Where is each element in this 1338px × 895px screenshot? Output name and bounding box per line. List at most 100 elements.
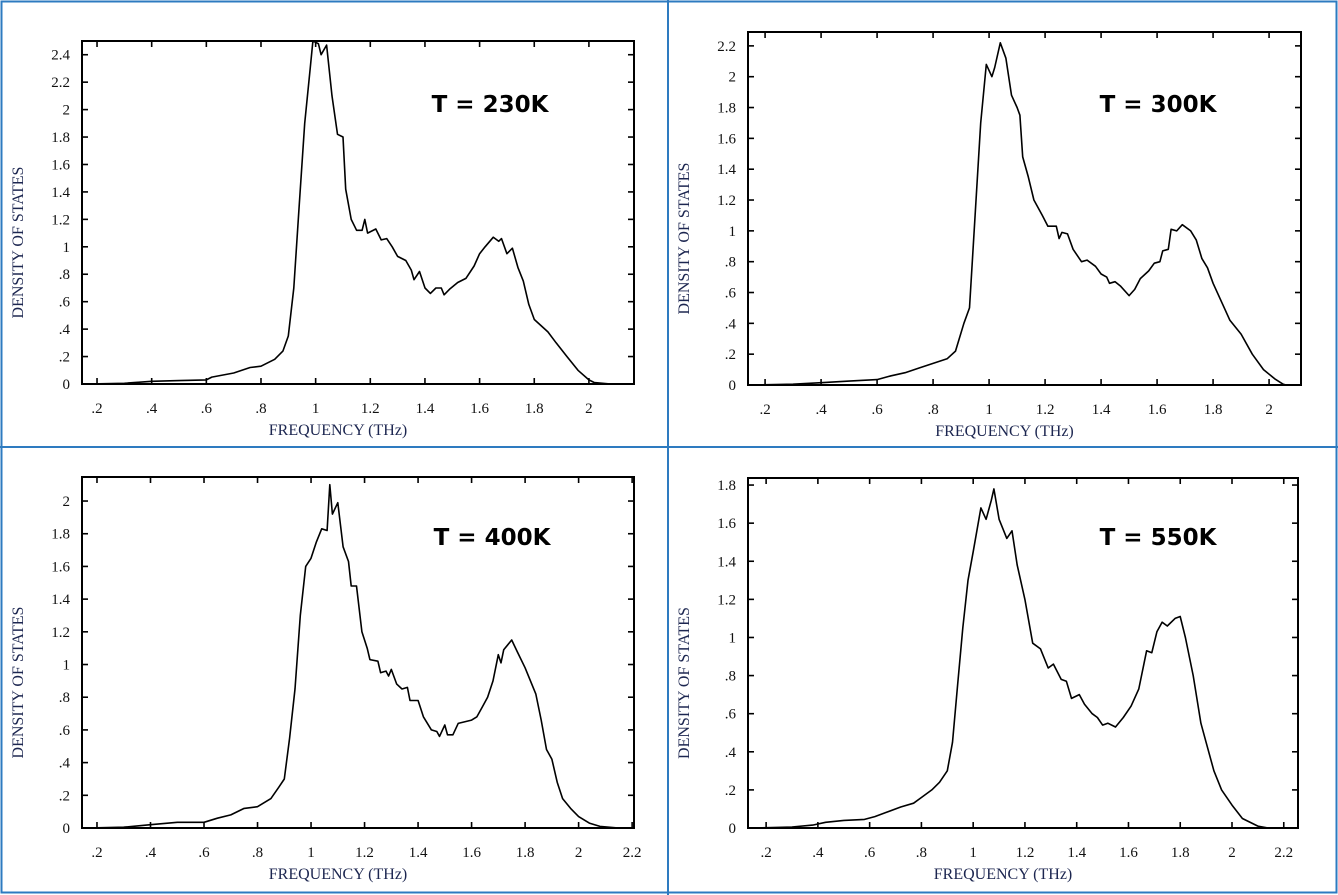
x-tick-label: 1.2	[1036, 402, 1055, 418]
x-tick-label: .8	[252, 845, 263, 861]
x-tick-label: 1.4	[1092, 402, 1111, 418]
temperature-annotation: T = 300K	[1100, 92, 1218, 118]
x-tick-label: 1	[985, 402, 993, 418]
y-tick-label: 0	[63, 377, 71, 393]
y-tick-label: .4	[59, 322, 71, 338]
chart-panel-4: .2 .4 .6 .8 1 1.2 1.4 1.6 1.8 2 2.2 0 .2 .4 .6 .8 1 1.2 1.…	[676, 477, 1299, 883]
x-tick-label: .4	[146, 401, 158, 417]
y-tick-label: .2	[59, 350, 70, 366]
y-tick-label: .6	[59, 723, 71, 739]
chart-panel-1: .2 .4 .6 .8 1 1.2 1.4 1.6 1.8 2 0 .2 .4 .6 .8 1 1.2 1.4 1.…	[10, 40, 635, 439]
x-tick-label: 1.2	[1016, 845, 1035, 861]
y-tick-label: 1.4	[51, 185, 70, 201]
x-tick-label: 1.6	[1119, 845, 1138, 861]
y-tick-label: 1.8	[51, 527, 70, 543]
y-tick-label: 1	[729, 224, 737, 240]
x-tick-label: 1.8	[1171, 845, 1190, 861]
x-tick-label: .4	[815, 402, 827, 418]
x-tick-label: 2	[575, 845, 583, 861]
y-tick-label: .2	[59, 788, 70, 804]
x-tick-label: .2	[760, 845, 771, 861]
plot-area-frame	[81, 476, 635, 829]
y-tick-label: .6	[725, 707, 737, 723]
y-tick-label: 1.2	[51, 625, 70, 641]
x-tick-label: 1	[312, 401, 320, 417]
x-tick-label: .6	[198, 845, 210, 861]
y-tick-label: 2.2	[51, 75, 70, 91]
x-tick-label: 1.4	[416, 401, 435, 417]
x-tick-label: 1.8	[525, 401, 544, 417]
x-tick-label: 2	[585, 401, 593, 417]
y-tick-label: 1.4	[51, 592, 70, 608]
x-axis-label: FREQUENCY (THz)	[269, 422, 408, 439]
y-tick-label: 1.2	[51, 212, 70, 228]
x-tick-label: 1.6	[462, 845, 481, 861]
y-tick-label: 2	[63, 103, 71, 119]
x-tick-label: .8	[916, 845, 927, 861]
y-tick-label: 1.4	[717, 162, 736, 178]
x-tick-label: 2.2	[1274, 845, 1293, 861]
y-tick-label: .8	[725, 669, 736, 685]
temperature-annotation: T = 400K	[434, 525, 552, 551]
x-tick-label: .8	[927, 402, 938, 418]
y-tick-label: 1	[63, 240, 71, 256]
y-tick-label: 1	[63, 658, 71, 674]
y-axis-label: DENSITY OF STATES	[676, 607, 693, 759]
x-axis-label: FREQUENCY (THz)	[934, 866, 1073, 883]
x-tick-label: .2	[91, 401, 102, 417]
plot-area-frame	[747, 31, 1302, 386]
x-tick-label: .6	[864, 845, 876, 861]
dos-series-line	[755, 488, 1269, 829]
y-axis-label: DENSITY OF STATES	[10, 167, 27, 319]
x-tick-label: .2	[91, 845, 102, 861]
y-tick-label: 0	[729, 821, 737, 837]
chart-panel-3: .2 .4 .6 .8 1 1.2 1.4 1.6 1.8 2 2.2 0 .2 .4 .6 .8 1 1.2 1.…	[10, 476, 642, 883]
x-tick-label: 1.2	[355, 845, 374, 861]
x-axis-label: FREQUENCY (THz)	[935, 423, 1074, 440]
x-tick-label: 1.6	[470, 401, 489, 417]
y-tick-label: .8	[59, 690, 70, 706]
x-tick-label: 1	[969, 845, 977, 861]
y-tick-label: .6	[59, 295, 71, 311]
y-tick-label: 1.2	[717, 592, 736, 608]
x-tick-label: .4	[812, 845, 824, 861]
temperature-annotation: T = 550K	[1100, 525, 1218, 551]
dos-series-line	[86, 40, 611, 385]
y-tick-label: .4	[59, 756, 71, 772]
dos-series-line	[753, 41, 1287, 386]
chart-panel-2: .2 .4 .6 .8 1 1.2 1.4 1.6 1.8 2 0 .2 .4 .6 .8 1 1.2 1.4 1.…	[676, 31, 1302, 440]
y-tick-label: 1.8	[717, 478, 736, 494]
y-axis-label: DENSITY OF STATES	[676, 163, 693, 315]
y-tick-label: .6	[725, 286, 737, 302]
x-tick-label: .4	[145, 845, 157, 861]
y-tick-label: 0	[729, 378, 737, 394]
plot-area-frame	[747, 477, 1299, 829]
y-tick-label: 2.2	[717, 39, 736, 55]
y-tick-label: .8	[59, 267, 70, 283]
x-tick-label: .2	[759, 402, 770, 418]
y-axis-label: DENSITY OF STATES	[10, 607, 27, 759]
dos-series-line	[86, 483, 619, 829]
x-tick-label: .6	[871, 402, 883, 418]
x-tick-label: .8	[255, 401, 266, 417]
plot-area-frame	[81, 40, 635, 385]
y-tick-label: .4	[725, 316, 737, 332]
y-tick-label: 1.6	[717, 516, 736, 532]
y-tick-label: .2	[725, 347, 736, 363]
y-tick-label: .8	[725, 255, 736, 271]
x-tick-label: 2	[1228, 845, 1236, 861]
y-tick-label: 1.8	[51, 130, 70, 146]
x-axis-label: FREQUENCY (THz)	[269, 866, 408, 883]
x-tick-label: 1.4	[409, 845, 428, 861]
x-tick-label: 1.2	[361, 401, 380, 417]
x-tick-label: 1.8	[516, 845, 535, 861]
y-tick-label: 1	[729, 630, 737, 646]
x-tick-label: .6	[201, 401, 213, 417]
x-tick-label: 2.2	[623, 845, 642, 861]
y-tick-label: 1.4	[717, 554, 736, 570]
y-tick-label: 2	[63, 494, 71, 510]
x-tick-label: 2	[1265, 402, 1273, 418]
y-tick-label: 1.6	[51, 559, 70, 575]
y-tick-label: .2	[725, 783, 736, 799]
